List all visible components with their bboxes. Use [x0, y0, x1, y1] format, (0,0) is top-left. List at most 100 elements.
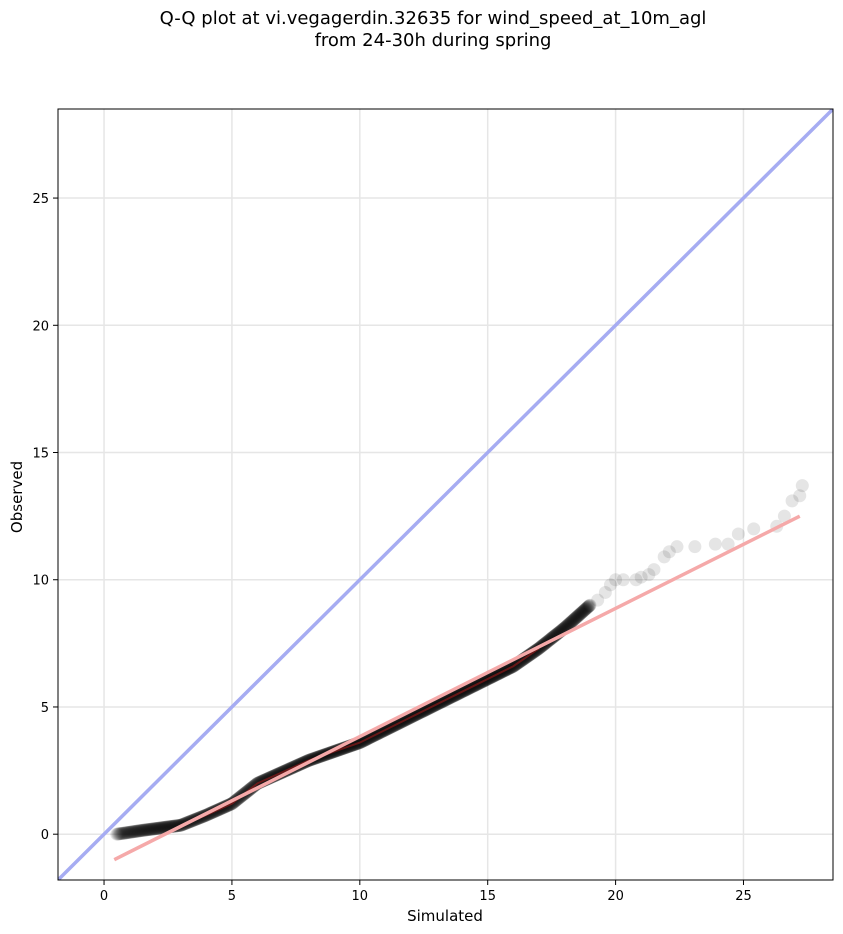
quantile-point [565, 614, 579, 628]
quantile-point [128, 824, 142, 838]
quantile-point [577, 603, 591, 617]
tail-point [609, 573, 623, 587]
quantile-point [578, 602, 592, 616]
quantile-point [575, 605, 589, 619]
tail-point [708, 537, 722, 551]
quantile-point [572, 608, 586, 622]
quantile-point [578, 603, 592, 617]
y-axis-label: Observed [8, 461, 26, 533]
quantile-point [146, 822, 160, 836]
x-tick-label: 5 [228, 889, 236, 904]
quantile-point [130, 824, 144, 838]
chart-title-line-1: Q-Q plot at vi.vegagerdin.32635 for wind… [159, 8, 707, 29]
y-tick-label: 25 [32, 192, 49, 207]
quantile-point [583, 599, 597, 613]
quantile-point [580, 601, 594, 615]
quantile-point [156, 821, 170, 835]
quantile-point [569, 611, 583, 625]
data-series [58, 109, 833, 880]
quantile-point [573, 608, 587, 622]
x-tick-label: 15 [479, 889, 496, 904]
quantile-point [581, 600, 595, 614]
quantile-point [152, 821, 166, 835]
quantile-point [156, 821, 170, 835]
quantile-point [110, 827, 124, 841]
quantile-point [564, 615, 578, 629]
quantile-point [145, 822, 159, 836]
quantile-point [137, 823, 151, 837]
quantile-point [147, 822, 161, 836]
quantile-point [157, 820, 171, 834]
quantile-point [560, 619, 574, 633]
quantile-point [576, 605, 590, 619]
quantile-point [152, 821, 166, 835]
tail-point [647, 563, 661, 577]
tail-point [777, 509, 791, 523]
quantile-point [133, 824, 147, 838]
quantile-point [570, 610, 584, 624]
quantile-point [577, 604, 591, 618]
quantile-point [575, 605, 589, 619]
quantile-point [574, 607, 588, 621]
quantile-point [146, 822, 160, 836]
quantile-point [563, 616, 577, 630]
tail-point [731, 527, 745, 541]
quantile-point [144, 822, 158, 836]
quantile-point [134, 824, 148, 838]
tail-point [662, 545, 676, 559]
quantile-point [124, 825, 138, 839]
quantile-point [113, 827, 127, 841]
quantile-point [561, 618, 575, 632]
tail-point [603, 578, 617, 592]
quantile-point [574, 606, 588, 620]
quantile-point [131, 824, 145, 838]
tail-point [795, 479, 809, 493]
quantile-point [142, 823, 156, 837]
quantile-point [114, 827, 128, 841]
tail-point [591, 593, 605, 607]
quantile-point [153, 821, 167, 835]
quantile-point [566, 613, 580, 627]
quantile-point [565, 614, 579, 628]
quantile-point [123, 825, 137, 839]
quantile-point [125, 825, 139, 839]
quantile-point [149, 822, 163, 836]
quantile-point [121, 826, 135, 840]
quantile-point [147, 822, 161, 836]
quantile-point [562, 617, 576, 631]
x-tick-label: 0 [100, 889, 108, 904]
quantile-point [113, 827, 127, 841]
tail-point [598, 585, 612, 599]
axis-ticks: 0 5 10 15 20 25 0 5 10 15 20 25 [32, 192, 751, 904]
quantile-point [117, 826, 131, 840]
quantile-point [116, 826, 130, 840]
quantile-point [115, 826, 129, 840]
y-tick-label: 5 [41, 701, 49, 716]
quantile-point [581, 600, 595, 614]
quantile-point [151, 821, 165, 835]
quantile-point [561, 618, 575, 632]
x-axis-label: Simulated [407, 907, 483, 925]
quantile-point [582, 599, 596, 613]
tail-point [670, 540, 684, 554]
quantile-point [122, 825, 136, 839]
quantile-point [154, 821, 168, 835]
quantile-point [131, 824, 145, 838]
quantile-point [135, 823, 149, 837]
quantile-point [568, 612, 582, 626]
quantile-point [112, 827, 126, 841]
quantile-point [127, 825, 141, 839]
identity-line [58, 109, 833, 880]
quantile-point [126, 825, 140, 839]
quantile-point [138, 823, 152, 837]
quantile-point [569, 611, 583, 625]
y-tick-label: 15 [32, 447, 49, 462]
quantile-point [574, 606, 588, 620]
quantile-point [568, 611, 582, 625]
quantile-point [127, 825, 141, 839]
x-tick-label: 10 [352, 889, 369, 904]
y-tick-label: 10 [32, 574, 49, 589]
grid-lines [58, 109, 833, 880]
quantile-point [571, 609, 585, 623]
